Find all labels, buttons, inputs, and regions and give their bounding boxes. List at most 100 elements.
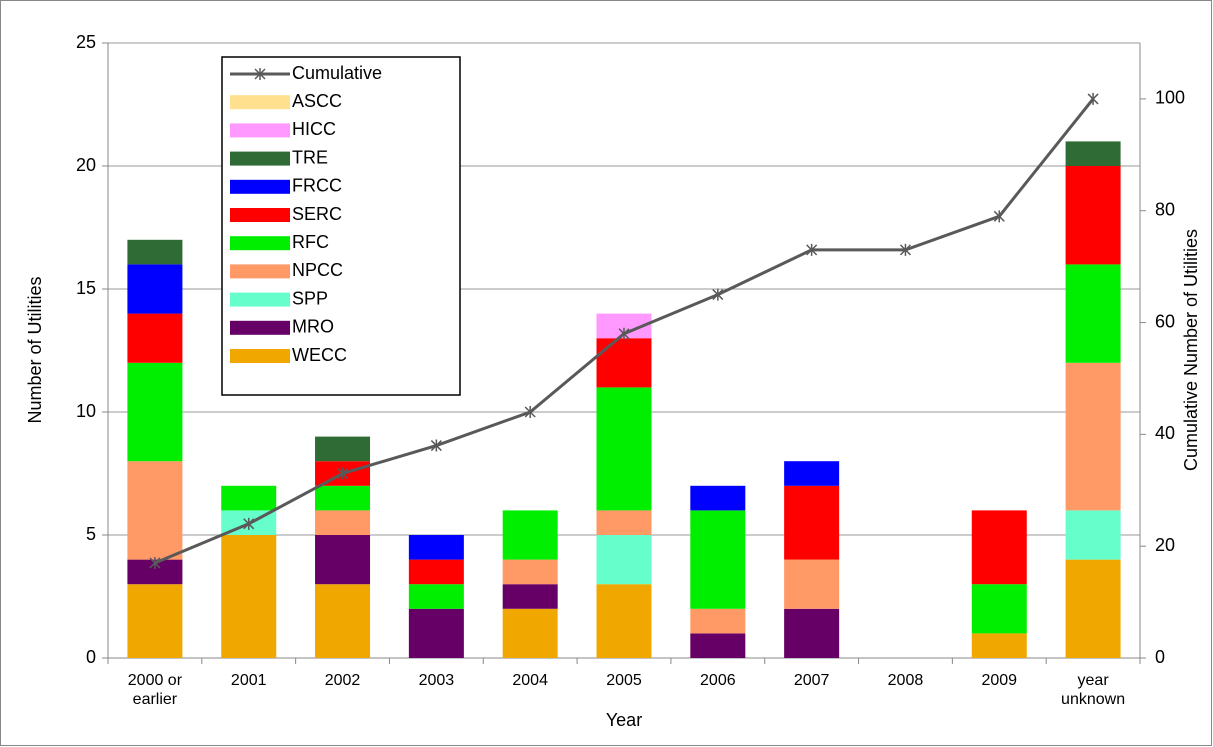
- y2-tick-label: 0: [1155, 647, 1165, 667]
- legend-swatch: [230, 349, 290, 363]
- bar-segment: [596, 510, 652, 535]
- x-tick-label: 2006: [700, 672, 736, 689]
- y2-axis-label: Cumulative Number of Utilities: [1181, 229, 1201, 471]
- bar-segment: [127, 362, 183, 462]
- bar-segment: [502, 510, 558, 560]
- bar-segment: [502, 559, 558, 585]
- bar-segment: [1065, 362, 1121, 511]
- bar-segment: [408, 559, 464, 585]
- x-tick-label: 2001: [230, 672, 267, 689]
- line-marker: [618, 327, 630, 340]
- bar-segment: [690, 485, 746, 511]
- bar-segment: [596, 535, 652, 585]
- line-marker: [243, 517, 255, 530]
- x-tick-label: 2009: [981, 672, 1018, 689]
- bar-segment: [784, 608, 840, 658]
- bar-segment: [971, 584, 1027, 634]
- legend-box: [221, 56, 461, 396]
- bar-segment: [1065, 166, 1121, 265]
- bar-segment: [127, 239, 183, 265]
- bar-segment: [596, 338, 652, 388]
- x-tick-label: 2000 or earlier: [127, 672, 183, 708]
- y2-tick-label: 20: [1155, 535, 1175, 555]
- bar-segment: [596, 584, 652, 658]
- legend-marker: [254, 68, 266, 80]
- x-tick-label: 2004: [512, 672, 548, 689]
- x-axis-label: Year: [606, 710, 642, 730]
- x-tick-label: 2008: [887, 672, 924, 689]
- legend-swatch: [230, 95, 290, 110]
- bar-segment: [690, 608, 746, 634]
- legend-label: SERC: [292, 204, 342, 224]
- bar-segment: [596, 387, 652, 511]
- y2-tick-label: 80: [1155, 199, 1175, 219]
- x-tick-label: 2007: [793, 672, 830, 689]
- y2-tick-label: 60: [1155, 311, 1175, 331]
- legend-swatch: [230, 151, 290, 166]
- legend-swatch: [230, 123, 290, 138]
- line-marker: [712, 288, 724, 301]
- bar-segment: [784, 559, 840, 609]
- bar-segment: [1065, 559, 1121, 658]
- bar-segment: [315, 584, 371, 658]
- line-marker: [993, 210, 1005, 223]
- y-tick-label: 5: [86, 524, 96, 544]
- bar-segment: [315, 436, 371, 462]
- y-tick-label: 25: [76, 32, 96, 52]
- bar-segment: [315, 485, 371, 511]
- bar-segment: [1065, 141, 1121, 166]
- legend-label: NPCC: [292, 260, 343, 280]
- line-marker: [430, 439, 442, 452]
- y-tick-label: 20: [76, 155, 96, 175]
- line-marker: [524, 406, 536, 418]
- bar-segment: [408, 535, 464, 560]
- bar-segment: [1065, 510, 1121, 560]
- legend-label: ASCC: [292, 91, 342, 111]
- bar-segment: [971, 633, 1027, 658]
- bar-segment: [784, 485, 840, 560]
- line-marker: [806, 243, 818, 256]
- legend-label: FRCC: [292, 176, 342, 196]
- x-tick-label: 2003: [418, 672, 455, 689]
- bar-segment: [221, 535, 277, 658]
- legend-label: MRO: [292, 317, 334, 337]
- legend-swatch: [230, 236, 290, 251]
- bar-segment: [315, 535, 371, 585]
- legend-label: Cumulative: [292, 63, 382, 83]
- bar-segment: [408, 584, 464, 609]
- bar-segment: [221, 485, 277, 511]
- y-tick-label: 10: [76, 401, 96, 421]
- x-tick-label: 2005: [606, 672, 642, 689]
- legend-swatch: [230, 179, 290, 194]
- y2-tick-label: 40: [1155, 423, 1175, 443]
- legend-swatch: [230, 264, 290, 279]
- legend-label: WECC: [292, 345, 347, 365]
- bar-segment: [127, 461, 183, 560]
- line-marker: [149, 556, 161, 569]
- x-tick-label: year unknown: [1061, 672, 1126, 708]
- bar-segment: [127, 264, 183, 314]
- bar-segment: [971, 510, 1027, 585]
- legend-label: HICC: [292, 119, 336, 139]
- bar-segment: [502, 608, 558, 658]
- legend-label: TRE: [292, 147, 328, 167]
- bar-segment: [408, 608, 464, 658]
- y-tick-label: 15: [76, 278, 96, 298]
- y2-tick-label: 100: [1155, 88, 1185, 108]
- legend-swatch: [230, 320, 290, 335]
- legend-swatch: [230, 208, 290, 222]
- bar-segment: [690, 633, 746, 658]
- line-marker: [337, 467, 349, 480]
- line-marker: [1087, 92, 1099, 105]
- bar-segment: [502, 584, 558, 609]
- bar-segment: [127, 584, 183, 658]
- bar-segment: [690, 510, 746, 609]
- bar-segment: [1065, 264, 1121, 363]
- legend-swatch: [230, 292, 290, 307]
- x-tick-label: 2002: [324, 672, 361, 689]
- legend-label: RFC: [292, 232, 329, 252]
- bar-segment: [784, 461, 840, 486]
- y-axis-label: Number of Utilities: [25, 276, 45, 423]
